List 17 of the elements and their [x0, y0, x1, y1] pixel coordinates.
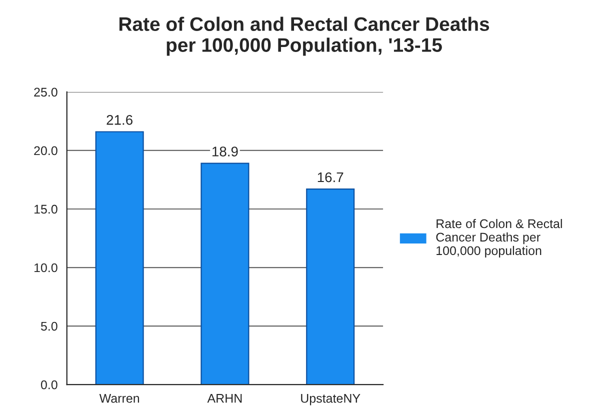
bar: [95, 131, 144, 385]
x-tick-label: UpstateNY: [301, 394, 360, 406]
bar: [200, 162, 250, 385]
bar: [306, 188, 355, 385]
chart-title: Rate of Colon and Rectal Cancer Deaths per 100,000 Population, '13-15: [119, 16, 490, 56]
y-tick-label: 25.0: [34, 88, 58, 97]
x-tick-label: Warren: [99, 394, 140, 403]
data-label: 18.9: [212, 146, 238, 156]
data-label: 21.6: [106, 115, 132, 125]
y-tick-label: 5.0: [40, 322, 58, 331]
y-tick-label: 15.0: [34, 204, 58, 214]
data-label: 16.7: [318, 172, 344, 182]
x-tick-label: ARHN: [207, 394, 242, 403]
legend-label: Rate of Colon & Rectal Cancer Deaths per 100,000 population: [436, 218, 562, 258]
y-tick-label: 10.0: [34, 263, 58, 272]
y-tick-label: 20.0: [34, 146, 58, 156]
y-tick-label: 0.0: [40, 380, 58, 390]
